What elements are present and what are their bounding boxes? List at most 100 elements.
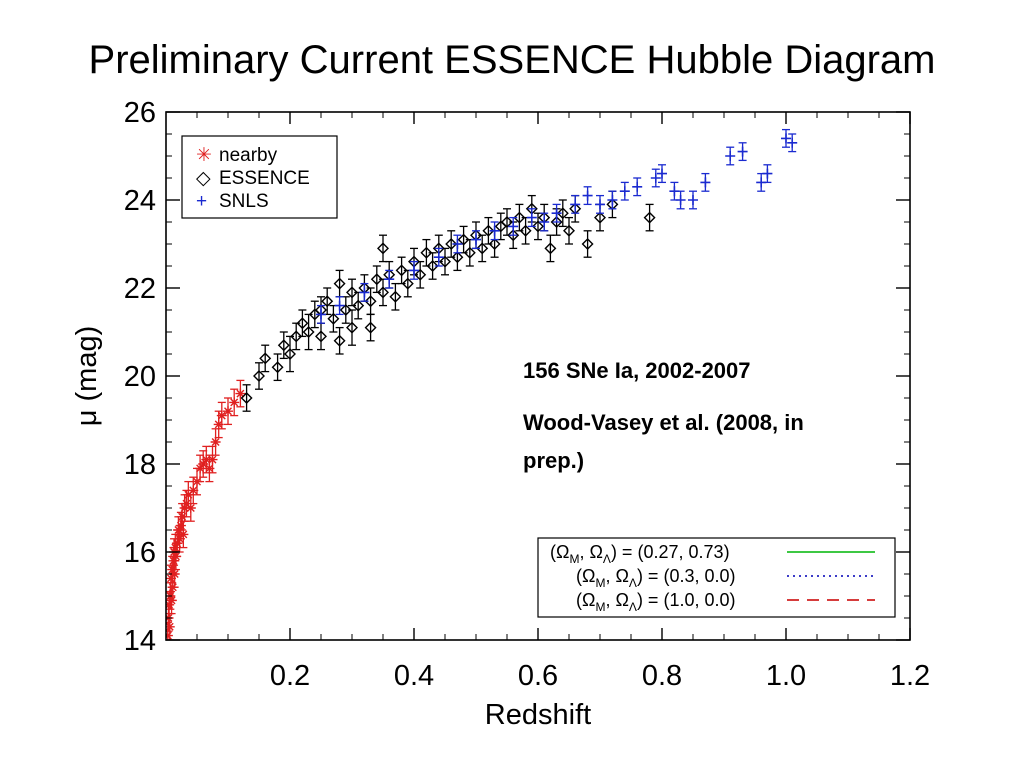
- essence-point: [488, 238, 501, 250]
- legend-nearby-label: nearby: [219, 145, 278, 166]
- essence-point: [507, 229, 520, 242]
- snls-point: [657, 168, 667, 179]
- legend-snls-label: SNLS: [219, 191, 269, 212]
- essence-point: [544, 242, 557, 255]
- y-tick-label: 14: [124, 625, 156, 657]
- essence-point: [532, 220, 544, 233]
- snls-point: [452, 239, 463, 249]
- nearby-point: [177, 511, 188, 522]
- annotation-sample: 156 SNe Ia, 2002-2007: [523, 358, 751, 383]
- essence-point: [346, 321, 358, 334]
- y-axis-label: μ (mag): [71, 326, 103, 427]
- essence-point: [259, 352, 272, 365]
- snls-point: [539, 217, 550, 227]
- legend-model-om: 0.27: [643, 542, 678, 562]
- essence-point: [364, 295, 377, 308]
- essence-point: [364, 321, 377, 334]
- snls-point: [781, 133, 791, 144]
- essence-point: [439, 255, 451, 268]
- nearby-point: [207, 454, 218, 465]
- essence-point: [290, 330, 303, 343]
- essence-point: [414, 268, 427, 281]
- snls-point: [570, 199, 581, 210]
- essence-point: [253, 370, 265, 382]
- essence-point: [277, 339, 290, 352]
- annotation-citation-1: Wood-Vasey et al. (2008, in: [523, 410, 804, 435]
- snls-point: [700, 177, 711, 188]
- nearby-point: [175, 520, 186, 531]
- chart-title: Preliminary Current ESSENCE Hubble Diagr…: [88, 38, 936, 82]
- legend-essence-symbol: ◇: [196, 168, 211, 189]
- snls-point: [334, 300, 345, 311]
- essence-point: [457, 233, 470, 246]
- nearby-point: [166, 573, 176, 584]
- nearby-point: [166, 621, 175, 632]
- y-tick-label: 24: [124, 185, 156, 217]
- essence-point: [476, 242, 489, 255]
- essence-point: [377, 242, 389, 255]
- essence-point: [333, 277, 346, 290]
- nearby-point: [235, 388, 246, 399]
- nearby-point: [188, 485, 199, 496]
- y-tick-label: 26: [124, 97, 156, 129]
- essence-point: [482, 224, 495, 237]
- y-tick-label: 22: [124, 273, 156, 305]
- nearby-point: [169, 569, 180, 579]
- snls-point: [607, 195, 618, 205]
- axis-ticks: 0.2 0.4 0.6 0.8 1.0 1.2 14 16 18 20 22 24 26: [124, 97, 930, 692]
- x-tick-label: 0.8: [642, 660, 682, 692]
- essence-point: [296, 317, 309, 330]
- legend-model-om: 0.3: [669, 566, 694, 586]
- essence-point: [581, 238, 594, 250]
- nearby-point: [181, 498, 192, 509]
- x-tick-label: 1.0: [766, 660, 806, 692]
- essence-point: [333, 334, 346, 347]
- essence-point: [395, 264, 408, 277]
- snls-point: [688, 195, 698, 205]
- essence-point: [401, 277, 414, 290]
- legend-model-row: (ΩM, ΩΛ) = (0.27, 0.73): [550, 542, 875, 566]
- snls-point: [650, 173, 661, 183]
- snls-point: [675, 195, 686, 205]
- snls-point: [316, 309, 326, 320]
- legend-essence-label: ESSENCE: [219, 168, 310, 189]
- essence-point: [643, 211, 656, 224]
- legend-model-row: (ΩM, ΩΛ) = (0.3, 0.0): [576, 566, 875, 590]
- legend-points-box: [181, 135, 338, 219]
- nearby-point: [166, 599, 175, 610]
- nearby-point: [204, 463, 215, 474]
- essence-point: [240, 392, 253, 404]
- x-tick-label: 0.2: [270, 660, 310, 692]
- essence-point: [519, 224, 532, 237]
- nearby-point: [229, 397, 240, 408]
- essence-point: [346, 286, 358, 299]
- essence-point: [321, 295, 334, 308]
- essence-point: [339, 304, 352, 316]
- legend-model-ol: 0.73: [689, 542, 724, 562]
- essence-point: [315, 330, 327, 343]
- nearby-point: [216, 410, 227, 421]
- legend-points: ✳ nearby ◇ ESSENCE + SNLS: [181, 135, 338, 219]
- nearby-point: [223, 406, 233, 417]
- essence-point: [451, 251, 464, 264]
- snls-point: [526, 212, 537, 223]
- snls-point: [433, 252, 444, 263]
- legend-nearby-symbol: ✳: [196, 145, 212, 166]
- snls-point: [619, 186, 630, 197]
- snls-point: [359, 287, 370, 298]
- essence-point: [556, 207, 569, 220]
- snls-point: [725, 151, 736, 161]
- essence-point: [501, 216, 513, 228]
- snls-point: [737, 146, 748, 157]
- snls-point: [384, 274, 395, 285]
- nearby-point: [201, 454, 212, 465]
- nearby-point: [213, 419, 224, 430]
- nearby-point: [178, 529, 189, 540]
- essence-point: [513, 211, 526, 224]
- essence-point: [284, 348, 296, 360]
- nearby-point: [185, 503, 196, 513]
- legend-models: (ΩM, ΩΛ) = (0.27, 0.73) (ΩM, ΩΛ) = (0.3,…: [537, 537, 896, 618]
- x-tick-label: 0.4: [394, 660, 434, 692]
- nearby-point: [210, 437, 221, 447]
- snls-point: [632, 181, 643, 192]
